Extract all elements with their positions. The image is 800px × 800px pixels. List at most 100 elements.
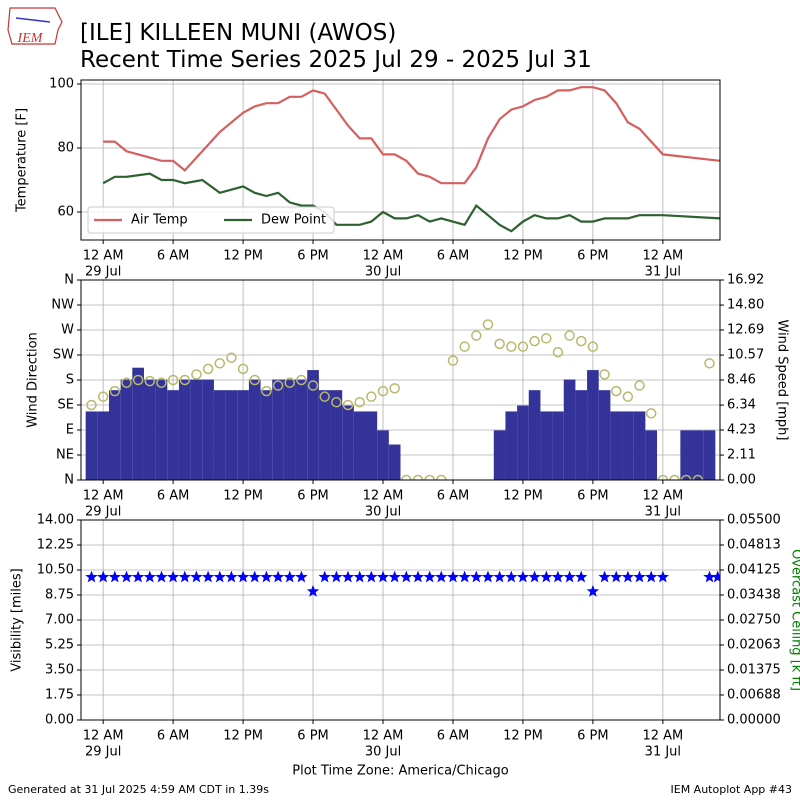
point [307,380,319,391]
point [610,570,623,583]
bar [692,430,704,480]
point [167,374,179,386]
point [365,570,378,583]
point [86,399,97,411]
bar [202,379,214,480]
point [144,375,156,387]
point [645,408,657,419]
point [587,341,599,352]
point [143,570,156,583]
subtitle: Recent Time Series 2025 Jul 29 - 2025 Ju… [80,47,592,73]
point [389,383,400,394]
bar [528,390,541,480]
point [331,396,342,408]
plot-frame [80,79,721,241]
point [166,570,180,583]
y-tick-label: S [66,373,74,388]
point [447,355,459,366]
point [669,474,680,480]
point [341,570,355,583]
plot-area [81,520,720,720]
point [261,385,272,397]
x-tick-sublabel: 29 Jul [85,265,121,280]
point [330,570,343,583]
point [564,330,575,341]
y2-tick-label: 14.80 [727,298,764,313]
x-tick-label: 12 AM [642,249,683,264]
x-tick-label: 12 AM [642,729,683,744]
point [401,474,412,480]
point [319,391,330,402]
y-tick-label: 60 [57,205,74,220]
point [622,391,634,402]
y-tick-label: 7.00 [45,613,74,628]
point [295,570,308,583]
bar [167,390,179,480]
point [156,377,167,389]
x-tick-label: 12 AM [83,729,124,744]
point [271,570,285,583]
point [598,570,611,583]
point [516,570,530,583]
bar [120,379,133,480]
point [213,570,226,583]
point [296,374,307,386]
bar [178,379,191,480]
point [318,570,331,583]
point [645,570,658,583]
logo-outline [7,7,63,45]
bar [272,379,284,480]
series-line [102,172,720,233]
x-tick-label: 6 PM [577,249,608,264]
y-axis-label: Temperature [F] [15,108,30,213]
y-tick-label: N [64,473,74,488]
y2-tick-label: 10.57 [727,348,764,363]
point [354,396,365,408]
bar [633,411,646,480]
point [85,570,98,583]
y2-tick-label: 0.02063 [727,637,781,652]
point [226,352,237,364]
bar [283,379,296,480]
x-axis-label: Plot Time Zone: America/Chicago [292,764,508,779]
point [436,474,447,480]
bar [587,370,599,480]
point [692,474,704,480]
x-tick-label: 12 AM [642,489,683,504]
bar [610,411,623,480]
point [529,335,540,347]
logo: IEM [7,7,63,46]
y2-tick-label: 6.34 [727,398,756,413]
bar [190,379,203,480]
point [471,330,482,341]
y-tick-label: 5.25 [45,638,74,653]
y2-tick-label: 0.01375 [727,663,781,678]
x-tick-sublabel: 31 Jul [645,265,681,280]
point [260,570,273,583]
point [551,570,565,583]
bar [540,411,553,480]
bar [213,390,226,480]
point [680,474,692,480]
x-tick-label: 6 PM [297,729,328,744]
bar [680,430,693,480]
x-tick-label: 12 AM [83,489,124,504]
y-tick-label: N [64,273,74,288]
point [711,570,720,583]
point [586,584,600,597]
point [97,391,109,402]
x-tick-label: 6 AM [437,489,470,504]
point [657,474,669,480]
y-tick-label: 3.50 [45,663,74,678]
point [248,570,261,583]
point [120,570,133,583]
point [517,341,529,352]
point [272,380,284,391]
bar [307,370,319,480]
x-tick-label: 12 AM [363,729,404,744]
point [704,358,715,369]
y-tick-label: NE [56,448,74,463]
point [97,570,110,583]
point [563,570,576,583]
y2-tick-label: 0.00000 [727,713,781,728]
